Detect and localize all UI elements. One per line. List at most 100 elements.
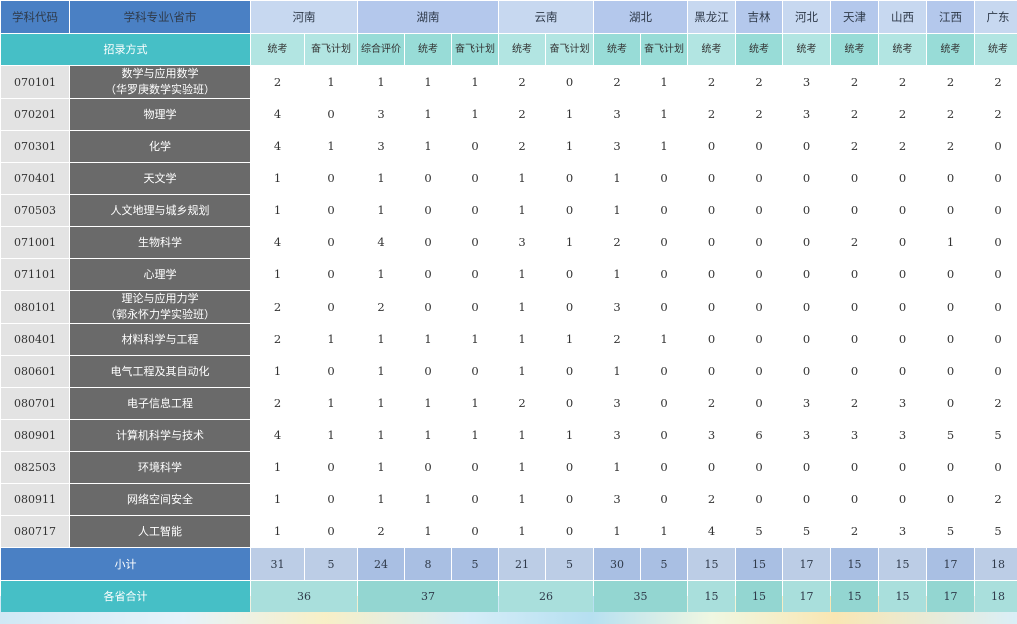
method-cell: 统考 <box>783 34 830 65</box>
quota-cell: 0 <box>736 291 782 323</box>
quota-cell: 1 <box>499 484 545 515</box>
method-cell: 综合评价 <box>358 34 404 65</box>
quota-cell: 0 <box>452 452 498 483</box>
quota-cell: 0 <box>688 227 735 258</box>
quota-cell: 3 <box>594 420 640 451</box>
subtotal-cell: 24 <box>358 548 404 580</box>
quota-cell: 6 <box>736 420 782 451</box>
quota-cell: 0 <box>831 356 878 387</box>
table-row: 071001 生物科学 4 0 4 0 0 3 1 2 0 0 0 0 2 0 1 0 <box>1 227 1017 258</box>
quota-cell: 2 <box>358 291 404 323</box>
quota-cell: 1 <box>405 516 451 547</box>
quota-cell: 0 <box>305 195 357 226</box>
quota-cell: 4 <box>688 516 735 547</box>
major-name: 计算机科学与技术 <box>70 420 250 451</box>
major-name: 生物科学 <box>70 227 250 258</box>
quota-cell: 3 <box>783 66 830 98</box>
quota-cell: 2 <box>927 131 974 162</box>
quota-cell: 0 <box>641 163 687 194</box>
quota-cell: 0 <box>736 259 782 290</box>
major-name-line: 天文学 <box>143 171 177 185</box>
method-cell: 奋飞计划 <box>452 34 498 65</box>
quota-cell: 0 <box>452 291 498 323</box>
province-total-cell: 15 <box>831 581 878 612</box>
quota-cell: 3 <box>594 99 640 130</box>
quota-cell: 0 <box>783 195 830 226</box>
quota-cell: 0 <box>879 195 926 226</box>
quota-cell: 1 <box>452 420 498 451</box>
quota-cell: 2 <box>499 99 545 130</box>
subject-code: 070503 <box>1 195 69 226</box>
quota-cell: 1 <box>594 195 640 226</box>
quota-cell: 4 <box>251 131 304 162</box>
method-cell: 奋飞计划 <box>546 34 593 65</box>
quota-cell: 0 <box>405 163 451 194</box>
quota-cell: 0 <box>688 195 735 226</box>
province-total-cell: 26 <box>499 581 593 612</box>
quota-cell: 0 <box>546 484 593 515</box>
quota-cell: 0 <box>927 356 974 387</box>
quota-cell: 0 <box>641 195 687 226</box>
province-total-cell: 15 <box>879 581 926 612</box>
quota-cell: 0 <box>305 516 357 547</box>
quota-cell: 2 <box>975 388 1017 419</box>
province-total-cell: 37 <box>358 581 498 612</box>
quota-cell: 1 <box>546 420 593 451</box>
method-cell: 统考 <box>975 34 1017 65</box>
quota-cell: 0 <box>641 259 687 290</box>
quota-cell: 0 <box>975 324 1017 355</box>
quota-cell: 0 <box>831 163 878 194</box>
major-name: 理论与应用力学 （郭永怀力学实验班） <box>70 291 250 323</box>
quota-cell: 0 <box>405 356 451 387</box>
quota-cell: 3 <box>783 420 830 451</box>
quota-cell: 0 <box>783 356 830 387</box>
quota-cell: 1 <box>358 484 404 515</box>
quota-cell: 3 <box>358 99 404 130</box>
quota-cell: 0 <box>975 227 1017 258</box>
header-major-province: 学科专业\省市 <box>70 1 250 33</box>
quota-cell: 5 <box>927 420 974 451</box>
major-name: 天文学 <box>70 163 250 194</box>
quota-cell: 0 <box>879 356 926 387</box>
quota-cell: 0 <box>831 291 878 323</box>
table-row: 080101 理论与应用力学 （郭永怀力学实验班） 2 0 2 0 0 1 0 3 0 0 0 0 0 0 0 0 <box>1 291 1017 323</box>
subject-code: 070201 <box>1 99 69 130</box>
quota-cell: 0 <box>783 484 830 515</box>
table-row: 080401 材料科学与工程 2 1 1 1 1 1 1 2 1 0 0 0 0 0 0 0 <box>1 324 1017 355</box>
quota-cell: 0 <box>927 452 974 483</box>
quota-cell: 0 <box>927 324 974 355</box>
header-province: 河北 <box>783 1 830 33</box>
province-total-cell: 36 <box>251 581 357 612</box>
quota-cell: 0 <box>927 388 974 419</box>
quota-cell: 0 <box>452 163 498 194</box>
quota-cell: 4 <box>358 227 404 258</box>
quota-cell: 0 <box>452 356 498 387</box>
quota-cell: 5 <box>736 516 782 547</box>
major-name-line: 生物科学 <box>138 235 182 249</box>
province-total-cell: 18 <box>975 581 1017 612</box>
major-name: 数学与应用数学 （华罗庚数学实验班） <box>70 66 250 98</box>
quota-cell: 0 <box>405 195 451 226</box>
quota-cell: 0 <box>879 291 926 323</box>
quota-cell: 1 <box>641 324 687 355</box>
table-row: 080901 计算机科学与技术 4 1 1 1 1 1 1 3 0 3 6 3 3 3 5 5 <box>1 420 1017 451</box>
quota-cell: 1 <box>927 227 974 258</box>
quota-cell: 0 <box>641 227 687 258</box>
quota-cell: 3 <box>879 388 926 419</box>
subject-code: 070301 <box>1 131 69 162</box>
quota-cell: 2 <box>831 131 878 162</box>
table-row: 070301 化学 4 1 3 1 0 2 1 3 1 0 0 0 2 2 2 0 <box>1 131 1017 162</box>
method-cell: 奋飞计划 <box>641 34 687 65</box>
quota-cell: 1 <box>641 131 687 162</box>
major-name: 电子信息工程 <box>70 388 250 419</box>
quota-cell: 1 <box>251 195 304 226</box>
quota-cell: 3 <box>879 516 926 547</box>
quota-cell: 0 <box>405 291 451 323</box>
quota-cell: 0 <box>546 163 593 194</box>
header-province: 云南 <box>499 1 593 33</box>
quota-cell: 2 <box>831 66 878 98</box>
quota-cell: 0 <box>688 131 735 162</box>
major-name: 心理学 <box>70 259 250 290</box>
quota-cell: 1 <box>358 420 404 451</box>
quota-cell: 0 <box>452 516 498 547</box>
